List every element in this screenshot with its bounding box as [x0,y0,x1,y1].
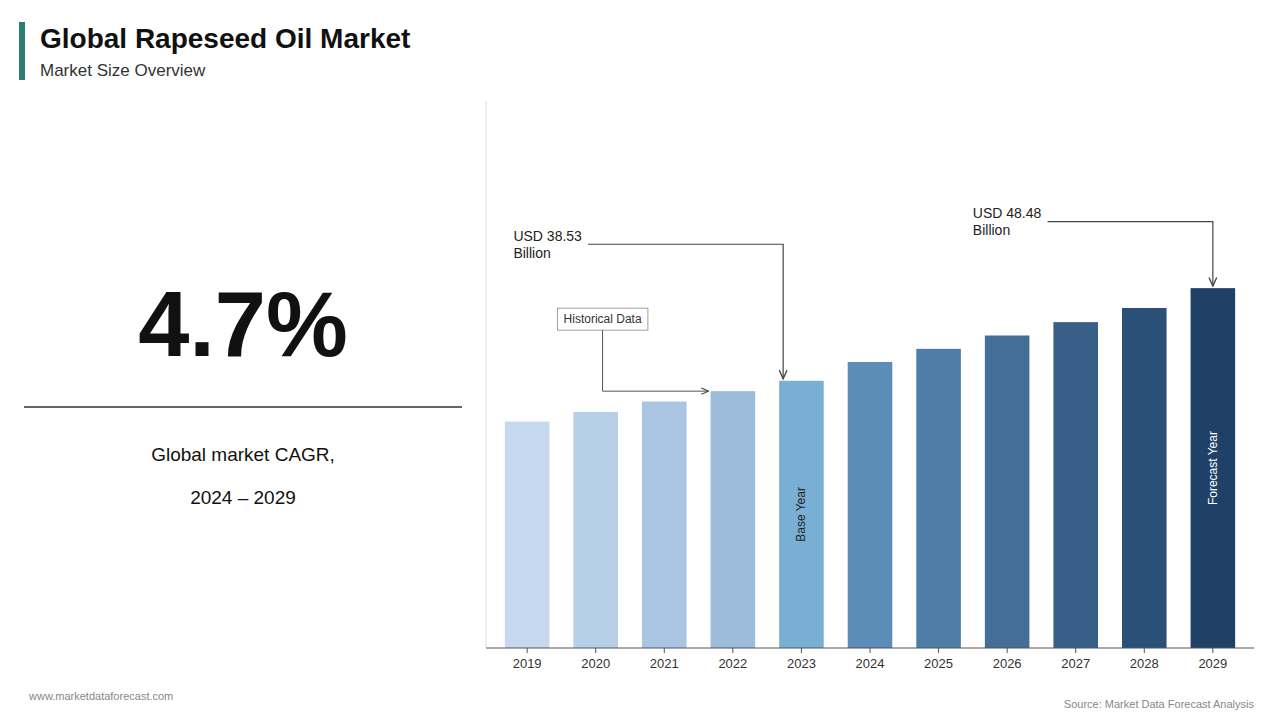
bar [1053,322,1098,648]
text-line: Billion [513,245,550,261]
bar [985,335,1030,648]
historical-box [558,308,648,330]
x-tick [938,648,939,653]
x-tick-label: 2023 [787,656,816,671]
x-tick [732,648,733,653]
x-tick-label: 2028 [1130,656,1159,671]
value-callout: USD 48.48Billion [973,205,1042,238]
chart-container: Global Rapeseed Oil Market Market Size Ov… [0,0,1280,720]
historical-annotation: Historical Data [558,308,648,330]
x-tick [664,648,665,653]
x-tick [1212,648,1213,653]
historical-arrow [603,330,709,391]
x-tick [1075,648,1076,653]
x-tick [1007,648,1008,653]
value-callout: USD 38.53Billion [513,228,582,261]
cagr-value: 4.7% [138,273,348,375]
text-line: USD 38.53 [513,228,582,244]
x-tick-label: 2020 [581,656,610,671]
website: www.marketdataforecast.com [28,690,173,702]
bar [848,362,893,648]
historical-label: Historical Data [564,312,642,326]
cagr-period: 2024 – 2029 [190,487,296,508]
x-tick [1144,648,1145,653]
subtitle: Market Size Overview [40,61,206,80]
chart: Global Rapeseed Oil Market Market Size Ov… [0,0,1280,720]
text-line: Billion [973,222,1010,238]
x-tick-label: 2026 [993,656,1022,671]
base-year-label: Base Year [794,487,808,542]
source: Source: Market Data Forecast Analysis [1064,698,1255,710]
x-tick [801,648,802,653]
bar [711,391,756,648]
x-tick-label: 2027 [1061,656,1090,671]
accent-bar [19,22,25,80]
value-callout-arrow [1048,222,1213,287]
x-tick [527,648,528,653]
cagr-label: Global market CAGR, [151,444,335,465]
cagr-divider [24,406,462,408]
x-tick-label: 2025 [924,656,953,671]
bar [505,422,550,648]
annotations: Historical Data Base Year Forecast Year USD… [513,205,1219,542]
bars [505,288,1235,648]
title: Global Rapeseed Oil Market [40,23,410,54]
text-line: USD 48.48 [973,205,1042,221]
x-tick [870,648,871,653]
y-axis-line [486,101,487,648]
x-tick-label: 2024 [856,656,885,671]
value-callout-arrow [588,244,783,378]
x-tick-label: 2021 [650,656,679,671]
bar [1191,288,1236,648]
bar [642,402,687,648]
bar [916,349,961,648]
x-tick-label: 2022 [718,656,747,671]
x-ticks: 2019 2020 2021 2022 2023 2024 2025 2026 2027 2028… [513,648,1228,671]
bar [1122,308,1167,648]
bar [573,412,618,648]
x-tick [595,648,596,653]
x-tick-label: 2019 [513,656,542,671]
forecast-year-label: Forecast Year [1206,431,1220,505]
x-tick-label: 2029 [1198,656,1227,671]
background [0,0,1280,720]
bar [779,381,824,648]
